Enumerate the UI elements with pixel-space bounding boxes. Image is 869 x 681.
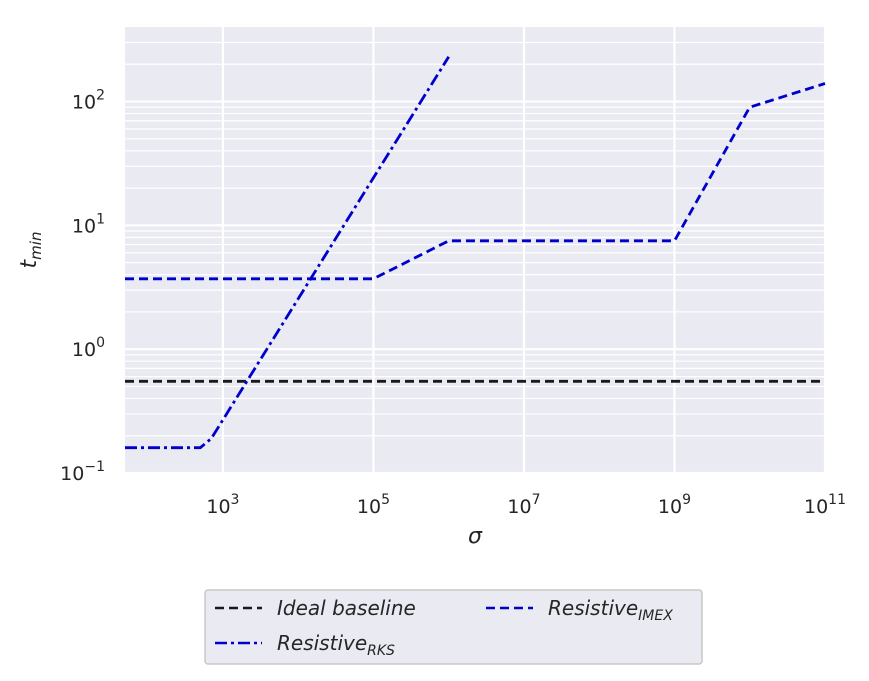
- legend-label-ideal-baseline: Ideal baseline: [277, 596, 416, 620]
- y-tick-base: 10: [60, 463, 84, 485]
- x-tick-base: 10: [804, 496, 828, 518]
- x-tick-exp: 7: [532, 492, 541, 508]
- x-tick-label: 1011: [804, 492, 846, 518]
- x-tick-exp: 3: [231, 492, 240, 508]
- legend-label-resistive-imex: ResistiveIMEX: [548, 596, 673, 624]
- x-tick-label: 107: [507, 492, 540, 518]
- y-tick-base: 10: [72, 92, 96, 114]
- x-tick-base: 10: [206, 496, 230, 518]
- x-tick-exp: 9: [682, 492, 691, 508]
- x-tick-exp: 5: [381, 492, 390, 508]
- legend: Ideal baseline ResistiveRKS ResistiveIME…: [204, 589, 703, 665]
- x-tick-labels: 103 105 107 109 1011: [206, 492, 846, 518]
- x-axis-label: σ: [468, 524, 483, 549]
- x-tick-label: 103: [206, 492, 239, 518]
- legend-resistive-rks-name: Resistive: [277, 631, 367, 655]
- y-tick-base: 10: [72, 215, 96, 237]
- x-tick-base: 10: [658, 496, 682, 518]
- y-tick-exp: −1: [84, 459, 105, 475]
- legend-resistive-imex-sub: IMEX: [638, 608, 673, 624]
- y-tick-label: 100: [72, 335, 105, 361]
- x-tick-base: 10: [507, 496, 531, 518]
- series-layer: [125, 56, 826, 450]
- y-axis-label-sub: min: [27, 232, 45, 260]
- legend-frame: [204, 589, 703, 665]
- y-tick-base: 10: [72, 339, 96, 361]
- legend-label-resistive-rks: ResistiveRKS: [277, 631, 395, 659]
- legend-ideal-baseline-name: Ideal baseline: [277, 596, 416, 620]
- y-axis-label: tmin: [17, 232, 45, 269]
- y-axis-label-base: t: [17, 258, 42, 268]
- x-tick-base: 10: [357, 496, 381, 518]
- y-tick-label: 102: [72, 88, 105, 114]
- x-tick-exp: 11: [828, 492, 846, 508]
- legend-resistive-rks-sub: RKS: [367, 643, 395, 659]
- y-tick-exp: 1: [96, 211, 105, 227]
- legend-resistive-imex-name: Resistive: [548, 596, 638, 620]
- plot-area: [125, 27, 825, 473]
- grid-major: [125, 27, 827, 475]
- y-tick-label: 10−1: [60, 459, 105, 485]
- x-tick-label: 109: [658, 492, 691, 518]
- x-tick-label: 105: [357, 492, 390, 518]
- y-tick-exp: 2: [96, 88, 105, 104]
- y-tick-label: 101: [72, 211, 105, 237]
- y-tick-exp: 0: [96, 335, 105, 351]
- grid-minor: [125, 41, 825, 437]
